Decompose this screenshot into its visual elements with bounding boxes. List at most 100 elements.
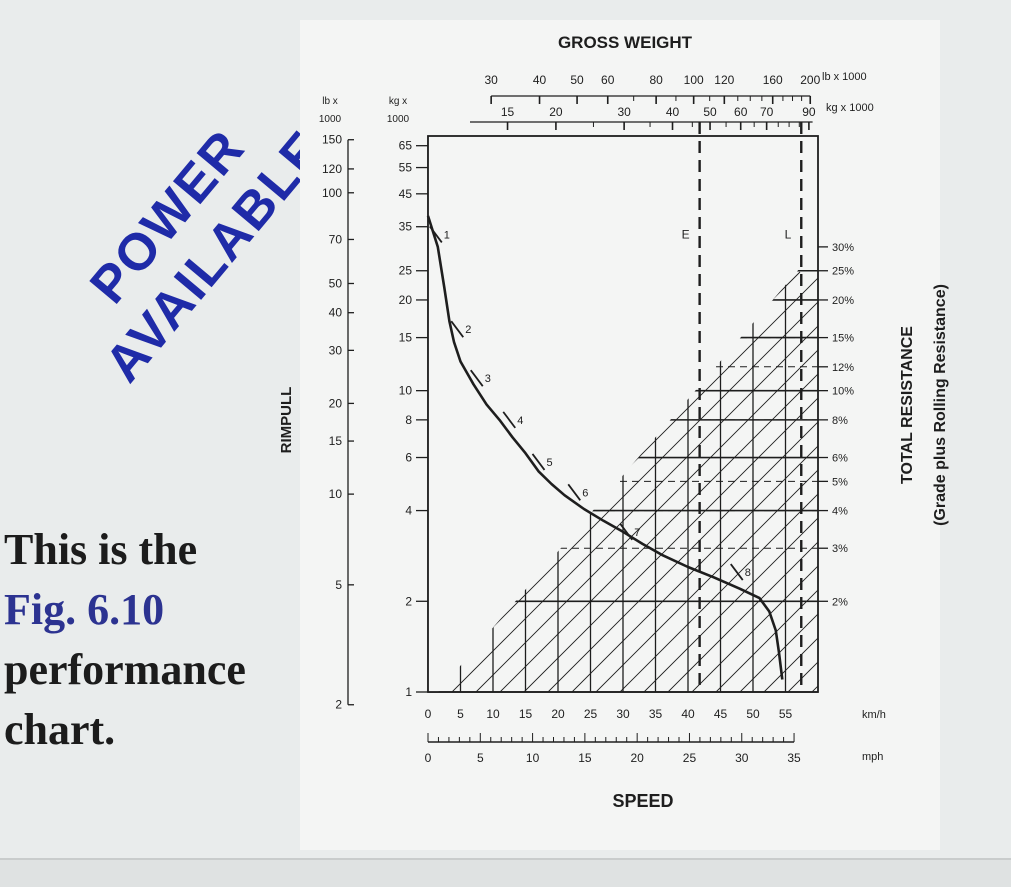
hatch-line	[0, 272, 128, 692]
gross-weight-lb-tick-label: 80	[649, 73, 663, 87]
gross-weight-kg-tick-label: 50	[703, 105, 717, 119]
hatch-line	[667, 541, 818, 692]
kg-tick-label: 45	[399, 187, 413, 201]
kg-tick-label: 25	[399, 264, 413, 278]
hatch-line	[0, 272, 320, 692]
kg-header-line2: 1000	[387, 114, 410, 125]
kg-tick-label: 35	[399, 220, 413, 234]
gear-label: 5	[547, 457, 553, 469]
resistance-tick-label: 30%	[832, 242, 854, 254]
slide-caption: This is the Fig. 6.10 performance chart.	[4, 520, 304, 760]
gear-label: 1	[444, 229, 450, 241]
resistance-tick-label: 25%	[832, 266, 854, 278]
hatch-line	[956, 272, 1011, 692]
resistance-tick-label: 20%	[832, 295, 854, 307]
hatch-line	[571, 445, 818, 692]
resistance-tick-label: 8%	[832, 415, 848, 427]
kg-header-line1: kg x	[389, 96, 407, 107]
weight-marker-label: L	[785, 227, 792, 241]
kg-tick-label: 4	[405, 504, 412, 518]
gross-weight-kg-tick-label: 15	[501, 105, 515, 119]
kg-tick-label: 15	[399, 331, 413, 345]
hatch-line	[0, 272, 248, 692]
hatch-line	[475, 349, 818, 692]
gross-weight-lb-tick-label: 100	[684, 73, 704, 87]
hatch-mask	[428, 136, 818, 692]
kmh-tick-label: 20	[551, 707, 565, 721]
chart-title: GROSS WEIGHT	[558, 33, 693, 52]
hatch-line	[643, 517, 818, 692]
hatch-line	[0, 272, 296, 692]
x-axis-label: SPEED	[612, 791, 673, 811]
lb-tick-label: 100	[322, 186, 342, 200]
lb-tick-label: 70	[329, 232, 343, 246]
hatch-line	[715, 589, 818, 692]
gear-label: 6	[582, 487, 588, 499]
kmh-tick-label: 40	[681, 707, 695, 721]
kg-tick-label: 10	[399, 384, 413, 398]
hatch-line	[428, 301, 818, 692]
gear-shift-mark	[502, 411, 516, 429]
kg-tick-label: 6	[405, 451, 412, 465]
lb-header-line2: 1000	[319, 114, 342, 125]
gross-weight-lb-tick-label: 40	[533, 73, 547, 87]
hatch-group	[0, 136, 1011, 692]
gear-label: 7	[634, 527, 640, 539]
kmh-tick-label: 55	[779, 707, 793, 721]
hatch-line	[980, 272, 1011, 692]
hatch-line	[595, 469, 818, 692]
caption-line3: performance	[4, 645, 246, 694]
gross-weight-lb-tick-label: 60	[601, 73, 615, 87]
hatch-line	[691, 565, 818, 692]
gear-shift-mark	[429, 225, 443, 243]
kmh-tick-label: 5	[457, 707, 464, 721]
hatch-line	[547, 421, 818, 692]
resistance-tick-label: 4%	[832, 506, 848, 518]
lb-tick-label: 5	[335, 578, 342, 592]
gross-weight-lb-tick-label: 160	[763, 73, 783, 87]
caption-line2: Fig. 6.10	[4, 585, 165, 634]
hatch-line	[619, 493, 818, 692]
gear-label: 2	[465, 324, 471, 336]
hatch-line	[0, 272, 224, 692]
gross-weight-lb-tick-label: 120	[714, 73, 734, 87]
hatch-line	[499, 373, 818, 692]
lb-tick-label: 150	[322, 133, 342, 147]
kmh-tick-label: 10	[486, 707, 500, 721]
lb-tick-label: 30	[329, 343, 343, 357]
kmh-tick-label: 30	[616, 707, 630, 721]
hatch-line	[0, 272, 176, 692]
lb-tick-label: 10	[329, 487, 343, 501]
slide-bottom-strip	[0, 860, 1011, 887]
kg-tick-label: 2	[405, 594, 412, 608]
lb-tick-label: 15	[329, 434, 343, 448]
mph-tick-label: 20	[630, 751, 644, 765]
gross-weight-lb-tick-label: 50	[570, 73, 584, 87]
mph-tick-label: 5	[477, 751, 484, 765]
kg-tick-label: 65	[399, 139, 413, 153]
mph-tick-label: 25	[683, 751, 697, 765]
right-axis-label-line2: (Grade plus Rolling Resistance)	[932, 284, 949, 526]
gear-label: 3	[485, 373, 491, 385]
resistance-tick-label: 10%	[832, 386, 854, 398]
y-axis-label: RIMPULL	[278, 387, 295, 454]
gross-weight-kg-tick-label: 70	[760, 105, 774, 119]
hatch-line	[1004, 272, 1011, 692]
right-axis-label-line1: TOTAL RESISTANCE	[899, 326, 916, 484]
rimpull-curve	[426, 215, 784, 680]
gross-weight-lb-tick-label: 200	[800, 73, 820, 87]
lb-tick-label: 50	[329, 276, 343, 290]
gear-label: 8	[745, 567, 751, 579]
caption-line4: chart.	[4, 705, 116, 754]
gross-weight-kg-tick-label: 30	[617, 105, 631, 119]
hatch-line	[0, 272, 272, 692]
resistance-tick-label: 2%	[832, 596, 848, 608]
hatch-line	[0, 272, 200, 692]
hatch-line	[0, 272, 344, 692]
kmh-tick-label: 0	[425, 707, 432, 721]
gear-shift-mark	[450, 320, 464, 338]
mph-tick-label: 10	[526, 751, 540, 765]
plot-border	[427, 135, 819, 693]
resistance-tick-label: 15%	[832, 333, 854, 345]
